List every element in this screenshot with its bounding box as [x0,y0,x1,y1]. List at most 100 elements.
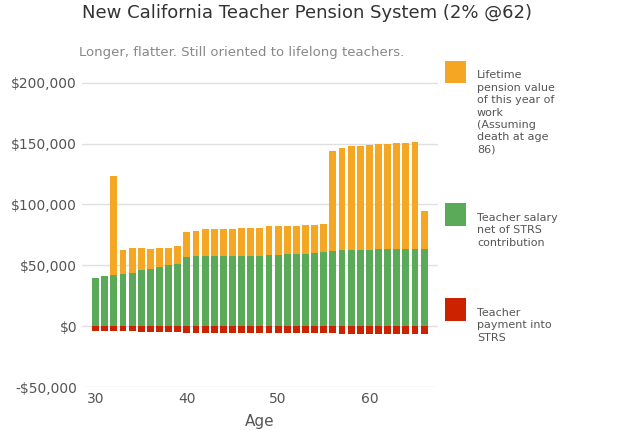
Bar [320,326,327,334]
Bar [92,278,99,326]
Text: New California Teacher Pension System (2% @62): New California Teacher Pension System (2… [82,4,532,22]
Bar [256,227,263,256]
Bar [147,269,154,326]
Bar [156,326,163,332]
Bar [147,249,154,269]
Bar [238,326,245,333]
Bar [357,146,364,249]
Bar [348,249,355,326]
Text: Longer, flatter. Still oriented to lifelong teachers.: Longer, flatter. Still oriented to lifel… [79,46,404,59]
Bar [165,248,172,265]
Bar [266,326,272,333]
Bar [229,326,236,333]
Bar [445,203,466,226]
Bar [348,326,355,334]
Bar [375,326,382,334]
Text: Teacher
payment into
STRS: Teacher payment into STRS [477,308,552,343]
Bar [384,326,391,334]
Bar [320,224,327,252]
Bar [129,248,135,273]
Bar [238,256,245,326]
Bar [211,326,217,333]
Bar [293,326,300,333]
Bar [403,326,410,334]
Bar [411,249,418,326]
Bar [411,326,418,334]
Bar [375,144,382,249]
Bar [202,229,209,256]
Bar [366,326,373,334]
Bar [311,326,318,333]
Bar [275,326,282,333]
Bar [110,326,117,331]
Bar [193,256,200,326]
Bar [329,326,336,334]
Bar [120,249,127,274]
Text: Lifetime
pension value
of this year of
work
(Assuming
death at age
86): Lifetime pension value of this year of w… [477,70,555,155]
Bar [120,326,127,331]
Bar [393,249,400,326]
Bar [393,143,400,249]
Bar [384,144,391,249]
Bar [284,254,290,326]
Bar [138,270,145,326]
Bar [175,326,181,332]
Bar [202,326,209,333]
Bar [165,265,172,326]
Bar [92,326,99,331]
Bar [384,249,391,326]
X-axis label: Age: Age [245,414,275,429]
Bar [366,145,373,249]
Bar [101,276,108,326]
Bar [393,326,400,334]
Text: Teacher salary
net of STRS
contribution: Teacher salary net of STRS contribution [477,213,558,248]
Bar [302,326,309,333]
Bar [366,249,373,326]
Bar [275,226,282,255]
Bar [138,326,145,332]
Bar [193,231,200,256]
Bar [338,148,345,250]
Bar [229,256,236,326]
Bar [156,248,163,267]
Bar [183,232,190,257]
Bar [445,61,466,83]
Bar [293,226,300,254]
Bar [421,326,428,334]
Bar [120,274,127,326]
Bar [421,211,428,249]
Bar [320,252,327,326]
Bar [248,326,254,333]
Bar [211,229,217,256]
Bar [403,249,410,326]
Bar [129,326,135,331]
Bar [129,273,135,326]
Bar [311,224,318,253]
Bar [284,226,290,254]
Bar [101,326,108,331]
Bar [329,151,336,251]
Bar [248,227,254,256]
Bar [138,248,145,270]
Bar [375,249,382,326]
Bar [256,256,263,326]
Bar [302,254,309,326]
Bar [445,298,466,321]
Bar [147,326,154,332]
Bar [220,326,227,333]
Bar [202,256,209,326]
Bar [165,326,172,332]
Bar [266,226,272,255]
Bar [275,255,282,326]
Bar [175,264,181,326]
Bar [156,267,163,326]
Bar [311,253,318,326]
Bar [248,256,254,326]
Bar [256,326,263,333]
Bar [229,229,236,256]
Bar [183,326,190,333]
Bar [266,255,272,326]
Bar [211,256,217,326]
Bar [220,229,227,256]
Bar [411,142,418,249]
